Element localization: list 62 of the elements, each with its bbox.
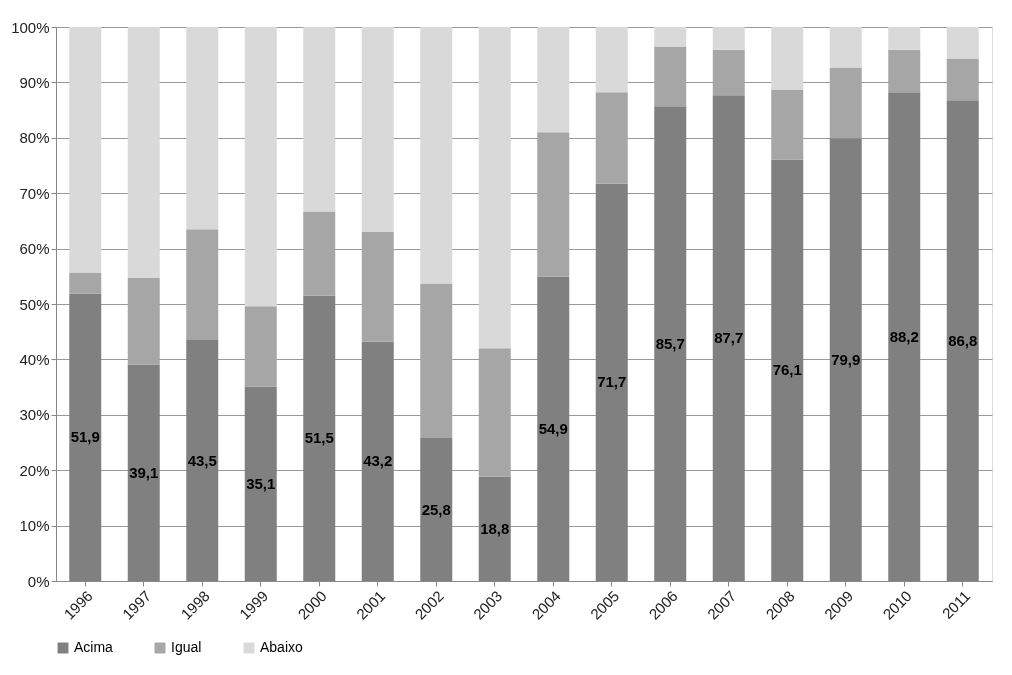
bar	[946, 58, 979, 101]
bar	[829, 67, 862, 139]
y-tick-label: 10%	[19, 517, 50, 535]
bar	[771, 27, 804, 90]
data-label: 86,8	[948, 331, 978, 349]
y-tick-label: 50%	[19, 295, 50, 313]
bar	[595, 27, 628, 93]
bar	[244, 306, 277, 387]
y-tick-label: 0%	[27, 572, 50, 590]
data-label: 39,1	[129, 463, 159, 481]
bar	[244, 27, 277, 307]
data-label: 35,1	[246, 474, 276, 492]
bar	[537, 27, 570, 133]
data-label: 25,8	[421, 500, 451, 518]
bar	[127, 277, 160, 365]
legend-label: Abaixo	[260, 639, 304, 655]
y-tick-label: 30%	[19, 406, 50, 424]
y-tick-label: 80%	[19, 129, 50, 147]
bar	[420, 27, 453, 284]
data-label: 76,1	[772, 361, 802, 379]
bar	[303, 211, 336, 296]
bar	[712, 49, 745, 96]
data-label: 51,5	[304, 429, 334, 447]
data-label: 79,9	[831, 350, 861, 368]
y-tick-label: 70%	[19, 184, 50, 202]
data-label: 88,2	[889, 327, 919, 345]
bar	[654, 46, 687, 107]
legend-label: Igual	[171, 639, 202, 655]
y-tick-label: 20%	[19, 461, 50, 479]
data-label: 54,9	[538, 419, 568, 437]
bar	[186, 229, 219, 341]
bar	[595, 92, 628, 184]
bar	[361, 27, 394, 232]
bar	[127, 27, 160, 278]
bar	[69, 272, 102, 294]
bar	[478, 348, 511, 477]
bar	[888, 49, 921, 93]
bar	[829, 27, 862, 68]
data-label: 18,8	[480, 519, 510, 537]
bar	[303, 27, 336, 212]
bar	[712, 27, 745, 50]
data-label: 43,5	[187, 451, 217, 469]
bar	[771, 89, 804, 160]
bar	[478, 27, 511, 349]
y-tick-label: 40%	[19, 350, 50, 368]
bar	[654, 27, 687, 47]
data-label: 43,2	[363, 452, 393, 470]
y-tick-label: 90%	[19, 73, 50, 91]
bar	[946, 27, 979, 59]
bar	[888, 27, 921, 50]
data-label: 51,9	[70, 428, 100, 446]
bar	[361, 231, 394, 342]
bar	[420, 283, 453, 439]
bar	[186, 27, 219, 230]
bar	[537, 132, 570, 277]
bar	[69, 27, 102, 273]
y-tick-label: 100%	[11, 18, 50, 36]
legend-label: Acima	[74, 639, 114, 655]
data-label: 85,7	[655, 334, 685, 352]
data-label: 87,7	[714, 329, 744, 347]
data-label: 71,7	[597, 373, 627, 391]
y-tick-label: 60%	[19, 240, 50, 258]
